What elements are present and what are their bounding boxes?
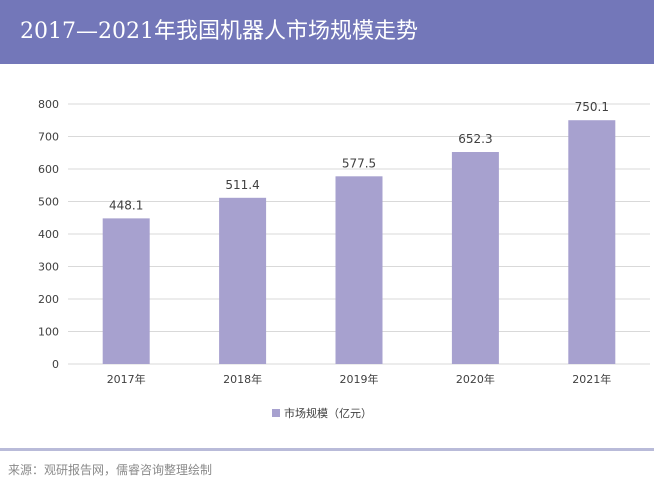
bar — [451, 152, 499, 364]
x-tick-label: 2018年 — [223, 372, 262, 386]
bar — [102, 218, 150, 364]
y-tick-label: 800 — [38, 98, 59, 111]
source-note: 来源：观研报告网，儒睿咨询整理绘制 — [8, 463, 213, 477]
data-label: 577.5 — [342, 156, 376, 170]
bar — [335, 176, 383, 364]
y-tick-label: 600 — [38, 163, 59, 176]
y-tick-label: 100 — [38, 326, 59, 339]
data-label: 511.4 — [225, 178, 259, 192]
data-label: 448.1 — [109, 198, 143, 212]
y-tick-label: 700 — [38, 131, 59, 144]
data-label: 750.1 — [575, 100, 609, 114]
legend-label: 市场规模（亿元） — [284, 406, 372, 420]
y-tick-label: 200 — [38, 293, 59, 306]
chart-title: 2017—2021年我国机器人市场规模走势 — [0, 0, 654, 64]
x-tick-label: 2019年 — [340, 372, 379, 386]
bar-chart: 0 100 200 300 400 500 600 700 800 448.1 2017年 511.4… — [38, 98, 650, 420]
x-tick-label: 2021年 — [572, 372, 611, 386]
bar — [568, 120, 616, 364]
legend-swatch — [272, 409, 280, 417]
y-tick-label: 0 — [52, 358, 59, 371]
data-label: 652.3 — [458, 132, 492, 146]
footer-divider — [0, 448, 654, 451]
y-tick-label: 300 — [38, 261, 59, 274]
x-tick-label: 2017年 — [107, 372, 146, 386]
y-tick-label: 400 — [38, 228, 59, 241]
y-tick-label: 500 — [38, 196, 59, 209]
x-tick-label: 2020年 — [456, 372, 495, 386]
bar — [219, 197, 267, 364]
